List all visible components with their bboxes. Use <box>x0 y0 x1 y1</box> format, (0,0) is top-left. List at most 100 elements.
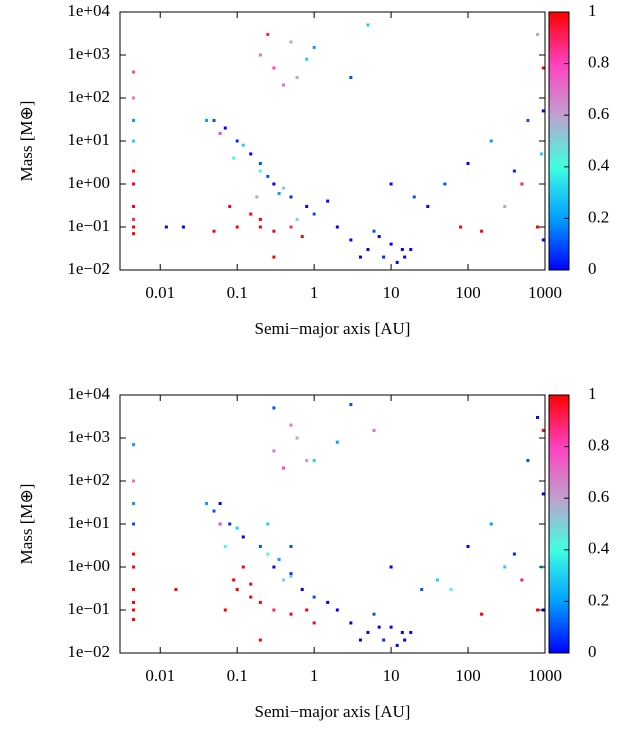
point <box>305 608 309 612</box>
x-tick-label: 1000 <box>528 283 562 302</box>
point <box>132 565 136 569</box>
point <box>132 552 136 556</box>
point <box>258 169 262 173</box>
point <box>512 169 516 173</box>
point <box>235 526 239 530</box>
point <box>409 630 413 634</box>
y-tick-label: 1e+02 <box>67 470 110 489</box>
x-tick-label: 0.01 <box>145 283 175 302</box>
point <box>266 552 270 556</box>
point <box>235 139 239 143</box>
y-axis-label: Mass [M⊕] <box>17 484 36 565</box>
colorbar-tick-label: 1 <box>588 384 597 403</box>
point <box>520 182 524 186</box>
point <box>258 225 262 229</box>
point <box>536 415 540 419</box>
point <box>132 96 136 100</box>
point <box>289 612 293 616</box>
point <box>372 428 376 432</box>
point <box>289 423 293 427</box>
point <box>541 109 545 113</box>
x-tick-label: 0.1 <box>227 666 248 685</box>
point <box>539 152 543 156</box>
point <box>212 118 216 122</box>
colorbar-tick-label: 0.4 <box>588 156 610 175</box>
point <box>241 535 245 539</box>
point <box>536 225 540 229</box>
point <box>132 501 136 505</box>
y-tick-label: 1e+04 <box>67 1 110 20</box>
point <box>349 238 353 242</box>
point <box>389 625 393 629</box>
point <box>132 169 136 173</box>
point <box>389 242 393 246</box>
point <box>289 572 293 576</box>
point <box>335 225 339 229</box>
point <box>466 544 470 548</box>
point <box>282 83 286 87</box>
point <box>349 75 353 79</box>
point <box>181 225 185 229</box>
point <box>258 53 262 57</box>
point <box>389 565 393 569</box>
point <box>223 608 227 612</box>
point <box>132 182 136 186</box>
point <box>174 587 178 591</box>
y-tick-label: 1e+00 <box>67 556 110 575</box>
point <box>536 608 540 612</box>
point <box>400 247 404 251</box>
y-tick-label: 1e−02 <box>67 642 110 661</box>
point <box>272 182 276 186</box>
point <box>480 612 484 616</box>
point <box>241 565 245 569</box>
y-tick-label: 1e+01 <box>67 130 110 149</box>
point <box>232 578 236 582</box>
point <box>312 45 316 49</box>
y-tick-label: 1e−02 <box>67 259 110 278</box>
y-tick-label: 1e+04 <box>67 384 110 403</box>
point <box>132 479 136 483</box>
point <box>249 152 253 156</box>
point <box>212 509 216 513</box>
point <box>132 70 136 74</box>
point <box>272 449 276 453</box>
point <box>349 403 353 407</box>
point <box>258 638 262 642</box>
point <box>132 443 136 447</box>
point <box>132 217 136 221</box>
point <box>266 32 270 36</box>
point <box>480 229 484 233</box>
point <box>312 212 316 216</box>
x-tick-label: 1 <box>310 283 319 302</box>
point <box>258 600 262 604</box>
point <box>205 118 209 122</box>
point <box>372 229 376 233</box>
point <box>300 235 304 239</box>
point <box>289 40 293 44</box>
x-tick-label: 0.1 <box>227 283 248 302</box>
point <box>541 428 545 432</box>
point <box>335 440 339 444</box>
point <box>358 255 362 259</box>
point <box>223 544 227 548</box>
point <box>403 255 407 259</box>
point <box>277 557 281 561</box>
point <box>258 544 262 548</box>
point <box>372 612 376 616</box>
point <box>232 156 236 160</box>
point <box>132 204 136 208</box>
point <box>282 578 286 582</box>
point <box>132 600 136 604</box>
point <box>395 643 399 647</box>
x-tick-label: 1000 <box>528 666 562 685</box>
x-tick-label: 10 <box>383 666 400 685</box>
point <box>228 204 232 208</box>
point <box>249 212 253 216</box>
point <box>289 544 293 548</box>
y-axis-label: Mass [M⊕] <box>17 101 36 182</box>
point <box>326 199 330 203</box>
point <box>249 595 253 599</box>
point <box>503 204 507 208</box>
point <box>272 229 276 233</box>
